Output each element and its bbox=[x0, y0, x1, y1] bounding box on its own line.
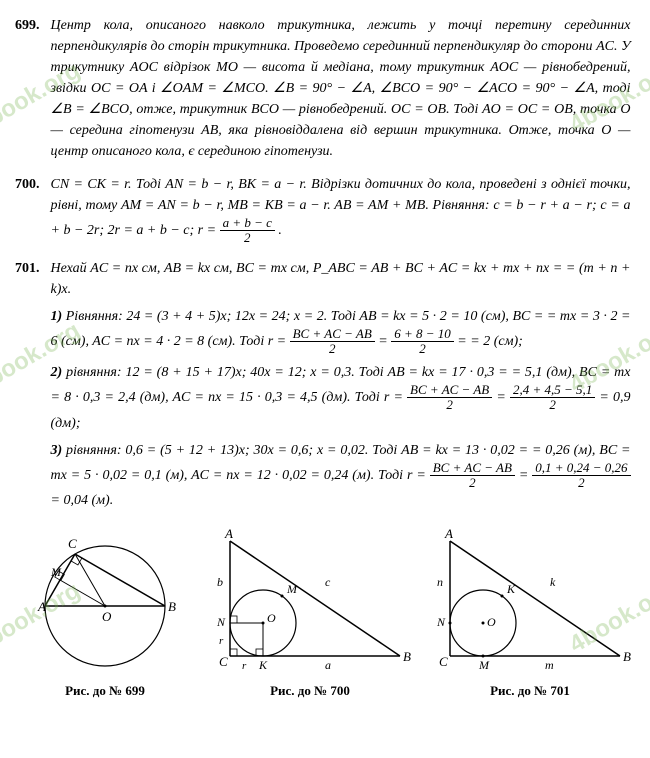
text: = = 2 (см); bbox=[457, 334, 523, 349]
diagram-701: A B C K N O M n k m bbox=[425, 526, 635, 676]
problem-body: Центр кола, описаного навколо трикутника… bbox=[51, 15, 631, 162]
numerator: BC + AC − AB bbox=[290, 327, 375, 342]
label-O: O bbox=[267, 611, 276, 625]
label-b: b bbox=[217, 575, 223, 589]
figure-caption: Рис. до № 701 bbox=[425, 681, 635, 701]
figure-caption: Рис. до № 699 bbox=[15, 681, 195, 701]
text: r = bbox=[384, 390, 407, 405]
problem-body: CN = CK = r. Тоді AN = b − r, BK = a − r… bbox=[51, 174, 631, 246]
denominator: 2 bbox=[220, 231, 275, 245]
denominator: 2 bbox=[510, 398, 595, 412]
problem-700: 700. CN = CK = r. Тоді AN = b − r, BK = … bbox=[15, 174, 635, 246]
numerator: BC + AC − AB bbox=[430, 461, 515, 476]
problem-number: 700. bbox=[15, 174, 47, 195]
numerator: 0,1 + 0,24 − 0,26 bbox=[532, 461, 630, 476]
figure-701: A B C K N O M n k m Рис. до № 701 bbox=[425, 526, 635, 701]
denominator: 2 bbox=[430, 476, 515, 490]
label-K: K bbox=[506, 582, 516, 596]
fraction: 0,1 + 0,24 − 0,26 2 bbox=[532, 461, 630, 491]
fraction: a + b − c 2 bbox=[220, 216, 275, 246]
label-B: B bbox=[403, 649, 411, 664]
label-C: C bbox=[68, 536, 77, 551]
problem-number: 699. bbox=[15, 15, 47, 36]
figures-row: A B C M O Рис. до № 699 A B bbox=[15, 526, 635, 701]
fraction: 2,4 + 4,5 − 5,1 2 bbox=[510, 383, 595, 413]
denominator: 2 bbox=[290, 342, 375, 356]
numerator: 6 + 8 − 10 bbox=[391, 327, 454, 342]
label-K: K bbox=[258, 658, 268, 672]
part-2: 2) рівняння: 12 = (8 + 15 + 17)x; 40x = … bbox=[51, 362, 631, 434]
label-C: C bbox=[219, 654, 228, 669]
part-label: 1) bbox=[51, 309, 63, 324]
label-O: O bbox=[487, 615, 496, 629]
label-A: A bbox=[224, 526, 233, 541]
numerator: a + b − c bbox=[220, 216, 275, 231]
fraction: 6 + 8 − 10 2 bbox=[391, 327, 454, 357]
figure-699: A B C M O Рис. до № 699 bbox=[15, 526, 195, 701]
eq: = bbox=[519, 468, 532, 483]
label-r: r bbox=[219, 635, 224, 647]
fraction: BC + AC − AB 2 bbox=[407, 383, 492, 413]
text: . bbox=[278, 223, 282, 238]
figure-700: A B C M N O K b c a r r Рис. до № 700 bbox=[205, 526, 415, 701]
label-M: M bbox=[478, 658, 490, 672]
label-A: A bbox=[37, 599, 46, 614]
text: CN = CK = r. Тоді AN = b − r, BK = a − r… bbox=[51, 177, 631, 238]
part-3: 3) рівняння: 0,6 = (5 + 12 + 13)x; 30x =… bbox=[51, 440, 631, 512]
numerator: 2,4 + 4,5 − 5,1 bbox=[510, 383, 595, 398]
text: = 0,04 (м). bbox=[51, 493, 114, 508]
problem-number: 701. bbox=[15, 258, 47, 279]
label-A: A bbox=[444, 526, 453, 541]
label-C: C bbox=[439, 654, 448, 669]
label-M: M bbox=[286, 582, 298, 596]
label-a: a bbox=[325, 658, 331, 672]
problem-body: Нехай AC = nx см, AB = kx см, BC = mx см… bbox=[51, 258, 631, 512]
label-n: n bbox=[437, 575, 443, 589]
label-B: B bbox=[623, 649, 631, 664]
label-k: k bbox=[550, 575, 556, 589]
eq: = bbox=[496, 390, 510, 405]
label-N: N bbox=[216, 615, 226, 629]
part-1: 1) Рівняння: 24 = (3 + 4 + 5)x; 12x = 24… bbox=[51, 306, 631, 357]
part-label: 3) bbox=[51, 443, 63, 458]
label-M: M bbox=[50, 565, 62, 579]
label-c: c bbox=[325, 575, 331, 589]
problem-701: 701. Нехай AC = nx см, AB = kx см, BC = … bbox=[15, 258, 635, 512]
label-B: B bbox=[168, 599, 176, 614]
text: r = bbox=[407, 468, 430, 483]
label-O: O bbox=[102, 609, 112, 624]
part-label: 2) bbox=[51, 365, 63, 380]
denominator: 2 bbox=[391, 342, 454, 356]
fraction: BC + AC − AB 2 bbox=[290, 327, 375, 357]
problem-699: 699. Центр кола, описаного навколо трику… bbox=[15, 15, 635, 162]
label-N: N bbox=[436, 615, 446, 629]
denominator: 2 bbox=[407, 398, 492, 412]
label-m: m bbox=[545, 658, 554, 672]
eq: = bbox=[378, 334, 391, 349]
label-r2: r bbox=[242, 660, 247, 672]
intro: Нехай AC = nx см, AB = kx см, BC = mx см… bbox=[51, 261, 631, 297]
denominator: 2 bbox=[532, 476, 630, 490]
figure-caption: Рис. до № 700 bbox=[205, 681, 415, 701]
fraction: BC + AC − AB 2 bbox=[430, 461, 515, 491]
diagram-700: A B C M N O K b c a r r bbox=[205, 526, 415, 676]
numerator: BC + AC − AB bbox=[407, 383, 492, 398]
diagram-699: A B C M O bbox=[20, 526, 190, 676]
